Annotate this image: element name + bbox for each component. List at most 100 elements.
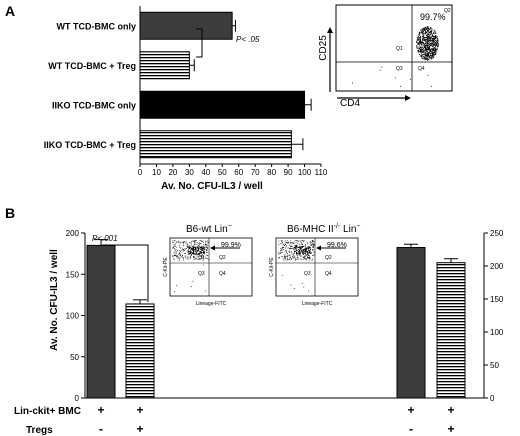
inset-event-dot [189, 245, 191, 247]
inset-event-dot [434, 36, 436, 38]
inset-event-dot [418, 33, 420, 34]
inset-event-dot [417, 38, 419, 40]
inset-event-dot [422, 49, 424, 51]
inset-event-dot [303, 257, 305, 259]
inset-event-dot [297, 257, 299, 259]
bar-wt-tcd-bmc-treg [139, 51, 190, 80]
inset-event-dot [431, 38, 433, 40]
inset-event-dot [422, 46, 424, 48]
inset-event-dot [190, 241, 192, 242]
inset-event-dot [430, 27, 432, 29]
inset-event-dot [179, 253, 181, 255]
inset-event-dot [186, 244, 188, 246]
inset-event-dot [309, 257, 311, 259]
inset-event-dot [308, 249, 310, 251]
inset-event-dot [430, 42, 432, 44]
inset-event-dot [428, 32, 430, 34]
inset-event-dot [281, 240, 283, 242]
bar-wt-tcd-bmc-only [139, 11, 233, 40]
inset-event-dot [436, 40, 438, 42]
inset-event-dot [426, 37, 428, 39]
inset-event-dot [175, 256, 177, 258]
inset-event-dot [424, 29, 426, 31]
inset-event-dot [310, 247, 312, 249]
inset-event-dot [204, 254, 206, 256]
inset-event-dot [426, 38, 428, 40]
inset-event-dot [174, 240, 176, 242]
inset-event-dot [430, 54, 431, 56]
inset-event-dot [427, 28, 429, 30]
inset-event-dot [293, 249, 295, 250]
inset-event-dot [418, 39, 420, 41]
inset-event-dot [425, 55, 427, 57]
inset-event-dot [435, 37, 437, 39]
inset-event-dot [303, 252, 305, 254]
panel-a-inset-q2: Q2 [444, 8, 451, 14]
inset-event-dot [422, 42, 424, 43]
inset-event-dot [428, 49, 429, 51]
inset-event-dot [184, 256, 186, 258]
inset-event-dot [421, 55, 423, 57]
inset-event-dot [289, 254, 291, 256]
inset-event-dot [421, 29, 423, 31]
inset-event-dot [196, 242, 198, 243]
inset-event-dot [297, 259, 299, 261]
inset-event-dot [381, 66, 383, 68]
inset-event-dot [196, 247, 198, 249]
inset-event-dot [432, 39, 434, 41]
inset-event-dot [419, 55, 421, 57]
inset-event-dot [435, 36, 437, 38]
inset-event-dot [429, 55, 431, 57]
inset-event-dot [424, 28, 426, 30]
inset-event-dot [279, 257, 281, 259]
inset-event-dot [203, 246, 205, 248]
inset-event-dot [428, 55, 430, 57]
inset-event-dot [188, 246, 190, 248]
inset-event-dot [429, 48, 431, 50]
inset-event-dot [201, 241, 203, 243]
inset-event-dot [308, 247, 310, 249]
left-y-tick-label: 0 [75, 394, 80, 403]
inset-event-dot [424, 37, 426, 39]
inset-event-dot [285, 244, 287, 245]
condition-mark: - [409, 422, 413, 436]
panel-b-p-value: P<.001 [92, 234, 118, 243]
inset-event-dot [308, 246, 310, 248]
x-tick-label: 20 [168, 168, 177, 177]
inset-event-dot [428, 59, 430, 61]
inset-event-dot [200, 251, 202, 253]
inset-event-dot [203, 248, 205, 250]
inset-event-dot [307, 257, 309, 259]
inset-event-dot [178, 259, 180, 261]
inset-event-dot [195, 247, 196, 248]
panel-b-inset-wt-q4: Q4 [219, 271, 226, 277]
inset-event-dot [178, 244, 180, 246]
inset-event-dot [192, 246, 194, 248]
panel-b-bar-1 [86, 244, 116, 399]
inset-event-dot [433, 32, 435, 34]
inset-event-dot [202, 255, 204, 257]
inset-event-dot [428, 28, 430, 30]
inset-event-dot [312, 241, 314, 243]
inset-event-dot [437, 41, 439, 43]
inset-event-dot [416, 46, 418, 48]
inset-event-dot [195, 251, 197, 253]
inset-event-dot [193, 241, 195, 243]
inset-event-dot [193, 250, 195, 252]
inset-event-dot [194, 251, 196, 253]
inset-event-dot [180, 241, 182, 243]
inset-event-dot [434, 36, 436, 38]
inset-event-dot [188, 252, 190, 254]
inset-event-dot [278, 251, 279, 253]
inset-event-dot [309, 253, 311, 255]
inset-event-dot [434, 42, 436, 44]
inset-event-dot [416, 37, 418, 39]
inset-event-dot [295, 247, 297, 249]
panel-a-inset-x-label: CD4 [340, 98, 360, 109]
inset-event-dot [435, 43, 437, 45]
inset-event-dot [186, 250, 188, 252]
inset-event-dot [427, 51, 429, 53]
panel-b-bar-3 [396, 247, 426, 399]
inset-event-dot [433, 36, 435, 38]
inset-event-dot [207, 254, 208, 256]
